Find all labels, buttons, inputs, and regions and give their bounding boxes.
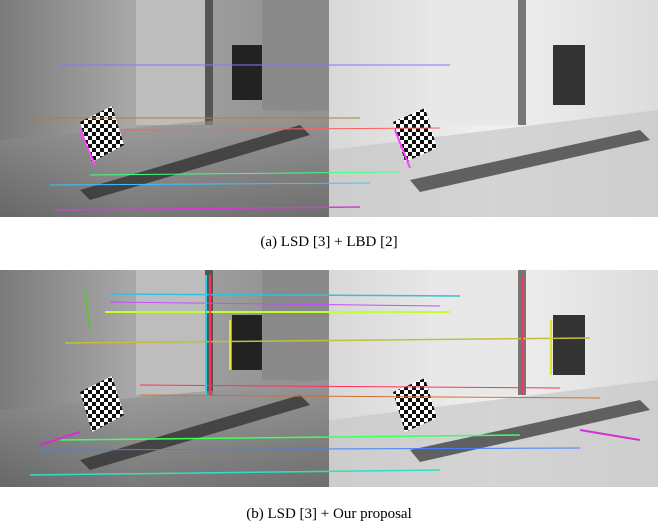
caption: (a) LSD [3] + LBD [2]: [260, 234, 397, 250]
caption: (b) LSD [3] + Our proposal: [246, 506, 412, 522]
panel-a-image: [0, 0, 658, 217]
panel-b-image: [0, 270, 658, 487]
